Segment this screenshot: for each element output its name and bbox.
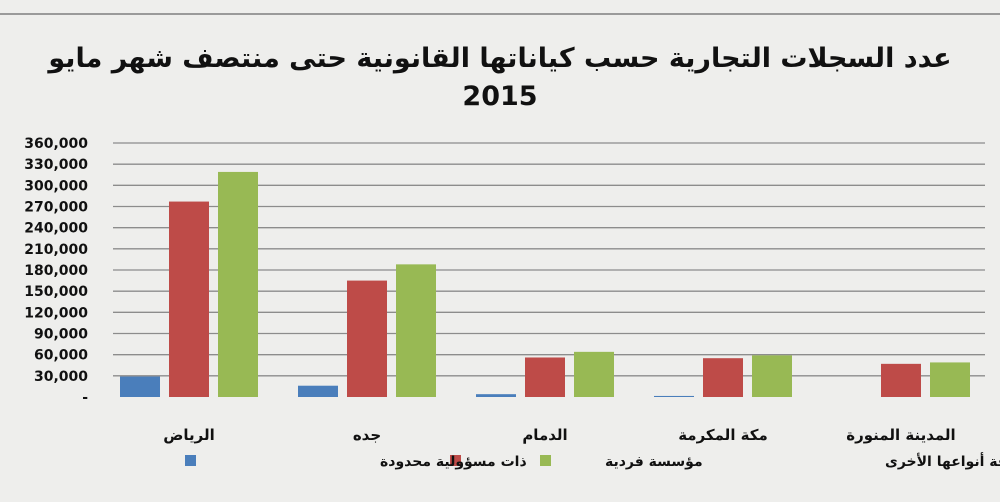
- bar: [881, 363, 921, 397]
- bar: [476, 394, 516, 397]
- bar: [218, 171, 258, 397]
- y-axis-ticks: - 30,000 60,000 90,000 120,000 150,000 180,000…: [24, 136, 88, 406]
- bar: [298, 385, 338, 397]
- bar: [525, 357, 565, 397]
- legend-label: ذات مسؤولية محدودة: [380, 454, 527, 470]
- legend-swatch: [185, 455, 196, 466]
- y-tick-label: 60,000: [34, 348, 88, 364]
- y-tick-label: 150,000: [24, 284, 88, 300]
- y-tick-label: 300,000: [24, 178, 88, 194]
- y-tick-label: 180,000: [24, 263, 88, 279]
- y-tick-label: 270,000: [24, 200, 88, 216]
- legend-label: إجمالي عدد السجلات بكافة أنواعها الأخرى: [885, 452, 1000, 470]
- bar: [752, 355, 792, 397]
- legend-swatch: [450, 455, 461, 466]
- x-axis-categories: الرياض جده الدمام مكة المكرمة المدينة المنور…: [163, 426, 955, 444]
- y-tick-label: 30,000: [34, 369, 88, 385]
- y-tick-label: 210,000: [24, 242, 88, 258]
- chart-subtitle: 2015: [462, 81, 538, 112]
- y-tick-label: 90,000: [34, 327, 88, 343]
- chart-title: عدد السجلات التجارية حسب كياناتها القانو…: [48, 43, 952, 74]
- legend: ذات مسؤولية محدودة مؤسسة فردية إجمالي عدد …: [185, 452, 1000, 470]
- legend-swatch: [540, 455, 551, 466]
- gridlines: [113, 142, 985, 377]
- top-divider: [0, 13, 1000, 15]
- y-tick-label: 330,000: [24, 157, 88, 173]
- y-tick-label: -: [82, 390, 88, 406]
- category-label: المدينة المنورة: [846, 426, 955, 444]
- legend-label: مؤسسة فردية: [605, 454, 703, 470]
- bar: [654, 395, 694, 397]
- bar: [703, 358, 743, 397]
- y-tick-label: 240,000: [24, 221, 88, 237]
- chart-title-block: عدد السجلات التجارية حسب كياناتها القانو…: [0, 40, 1000, 116]
- bar: [120, 376, 160, 397]
- category-label: الدمام: [522, 426, 567, 444]
- bar: [574, 351, 614, 397]
- bar: [347, 280, 387, 397]
- bar: [930, 362, 970, 397]
- bar: [169, 201, 209, 397]
- y-tick-label: 360,000: [24, 136, 88, 152]
- y-tick-label: 120,000: [24, 305, 88, 321]
- category-label: الرياض: [163, 426, 215, 444]
- category-label: مكة المكرمة: [678, 426, 768, 444]
- bar: [396, 264, 436, 397]
- category-label: جده: [353, 426, 381, 444]
- bars: [120, 171, 970, 397]
